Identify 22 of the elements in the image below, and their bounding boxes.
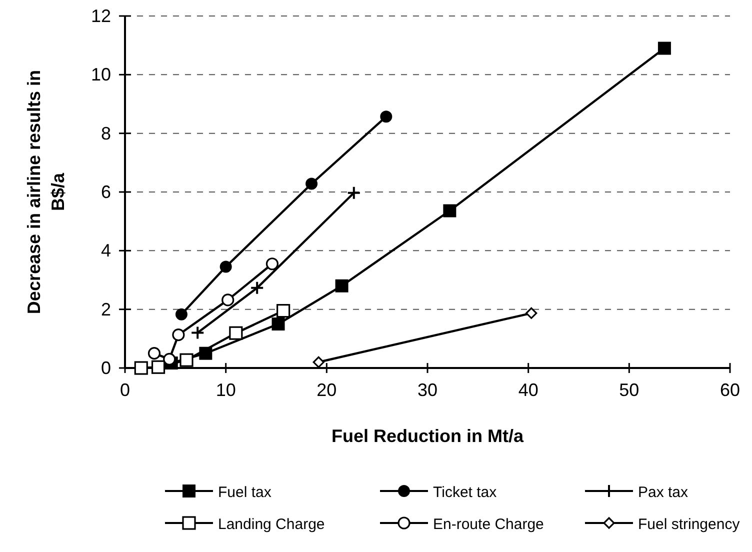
y-axis-title: Decrease in airline results in B$/a bbox=[24, 70, 68, 314]
legend-label: Ticket tax bbox=[433, 484, 498, 501]
x-tick-label: 0 bbox=[120, 380, 130, 400]
x-tick-label: 20 bbox=[316, 380, 337, 400]
legend-label: En-route Charge bbox=[433, 516, 544, 533]
y-tick-label: 0 bbox=[100, 358, 111, 378]
x-tick-label: 30 bbox=[417, 380, 438, 400]
y-tick-label: 2 bbox=[100, 299, 111, 320]
x-axis-title: Fuel Reduction in Mt/a bbox=[332, 426, 524, 446]
x-tick-label: 50 bbox=[619, 380, 640, 400]
y-tick-label: 10 bbox=[90, 64, 111, 85]
legend-label: Landing Charge bbox=[218, 516, 325, 533]
y-tick-label: 8 bbox=[100, 123, 111, 144]
y-tick-label: 12 bbox=[90, 6, 111, 26]
legend-label: Fuel tax bbox=[218, 484, 272, 501]
legend-label: Fuel stringency bbox=[638, 516, 740, 533]
x-tick-label: 40 bbox=[518, 380, 538, 400]
legend-label: Pax tax bbox=[638, 484, 689, 501]
x-tick-label: 10 bbox=[216, 380, 236, 400]
y-tick-label: 4 bbox=[100, 240, 111, 261]
y-tick-label: 6 bbox=[100, 182, 111, 202]
x-tick-label: 60 bbox=[720, 380, 740, 400]
